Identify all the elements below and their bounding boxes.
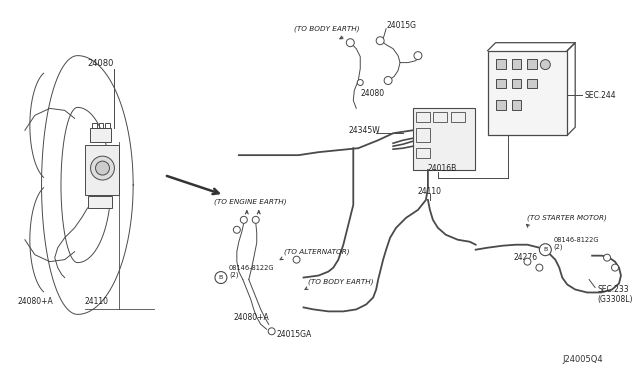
Circle shape [268,328,275,335]
Bar [511,59,522,68]
Circle shape [293,256,300,263]
Bar [527,78,538,89]
Circle shape [536,264,543,271]
Text: 24016B: 24016B [428,164,457,173]
Circle shape [234,226,241,233]
Circle shape [252,217,259,223]
Bar [495,78,506,89]
Circle shape [241,217,247,223]
Text: 24015G: 24015G [386,21,416,30]
Text: 24110: 24110 [84,297,109,306]
Bar [84,145,120,195]
Bar [433,112,447,122]
Circle shape [524,258,531,265]
Circle shape [384,77,392,84]
Circle shape [414,52,422,60]
Bar [90,128,111,142]
Text: SEC.233
(G3308L): SEC.233 (G3308L) [597,285,632,304]
Text: 24015GA: 24015GA [276,330,312,339]
Text: SEC.244: SEC.244 [584,91,616,100]
Bar [495,100,506,110]
Bar [511,100,522,110]
Text: 24080: 24080 [360,89,385,98]
Circle shape [95,161,109,175]
Text: 24110: 24110 [418,187,442,196]
Text: (TO STARTER MOTOR): (TO STARTER MOTOR) [527,215,607,221]
Text: 08146-8122G
(2): 08146-8122G (2) [554,237,599,250]
Bar [416,128,430,142]
Bar [527,59,538,68]
Bar [413,108,475,170]
Bar [88,196,113,208]
Circle shape [90,156,115,180]
Bar [92,123,97,128]
Bar [99,123,104,128]
Text: B: B [219,275,223,280]
Text: (TO BODY EARTH): (TO BODY EARTH) [294,26,359,32]
Bar [451,112,465,122]
Text: 24080+A: 24080+A [234,313,269,322]
Bar [106,123,111,128]
Text: 24345W: 24345W [348,126,380,135]
Text: (TO BODY EARTH): (TO BODY EARTH) [308,278,374,285]
Text: 24080+A: 24080+A [18,297,54,306]
Text: 24276: 24276 [513,253,538,262]
Circle shape [540,60,550,70]
Circle shape [346,39,355,46]
Circle shape [604,254,611,261]
Bar [416,112,430,122]
Circle shape [612,264,618,271]
Bar [416,148,430,158]
Bar [488,51,567,135]
Circle shape [215,272,227,283]
Text: (TO ALTERNATOR): (TO ALTERNATOR) [284,248,349,255]
Text: 24080: 24080 [88,59,114,68]
Bar [495,59,506,68]
Bar [511,78,522,89]
Text: B: B [543,247,547,252]
Text: J24005Q4: J24005Q4 [563,355,603,364]
Circle shape [540,244,551,256]
Text: 08146-8122G
(2): 08146-8122G (2) [229,265,275,278]
Text: (TO ENGINE EARTH): (TO ENGINE EARTH) [214,199,287,205]
Circle shape [357,80,364,86]
Circle shape [376,37,384,45]
